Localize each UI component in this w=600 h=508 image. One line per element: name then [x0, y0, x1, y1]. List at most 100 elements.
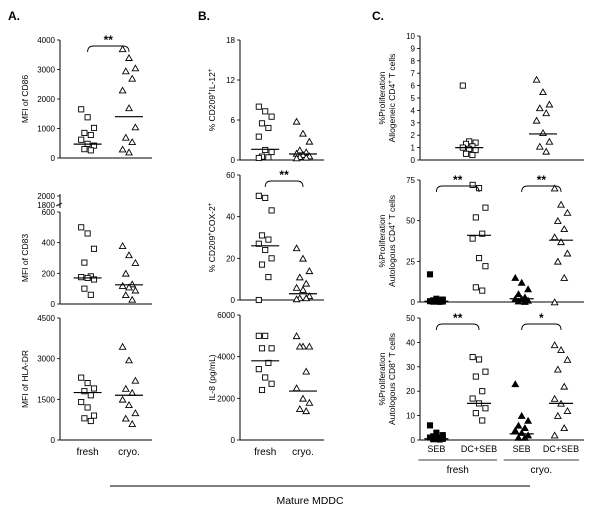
point-6-1-1	[539, 88, 547, 96]
x-cat-label-8-2: SEB	[513, 444, 531, 454]
point-8-3-8	[553, 411, 562, 419]
point-3-0-7	[268, 148, 275, 156]
x-cat-label-8-0: SEB	[427, 444, 445, 454]
y-tick-label-6-7: 7	[411, 69, 416, 78]
x-cat-label-2-1: cryo.	[118, 447, 140, 458]
point-0-1-0	[118, 45, 127, 53]
point-8-2-1	[517, 411, 526, 419]
point-7-3-9	[560, 273, 569, 281]
point-4-1-2	[305, 267, 314, 275]
point-5-1-7	[305, 398, 314, 406]
y-axis-label-3: % CD209+IL-12+	[207, 68, 217, 131]
point-6-0-0	[459, 82, 466, 89]
point-2-1-5	[118, 395, 127, 403]
point-7-2-1	[517, 278, 526, 286]
point-2-0-7	[90, 412, 98, 419]
point-5-0-2	[268, 345, 275, 352]
point-7-1-8	[472, 284, 479, 291]
point-7-3-7	[563, 249, 572, 257]
point-7-3-4	[560, 225, 569, 233]
point-0-0-7	[90, 142, 98, 149]
point-1-1-3	[121, 269, 130, 277]
y-axis-label-2: MFI of HLA-DR	[20, 350, 30, 408]
point-8-2-5	[511, 426, 520, 434]
point-2-0-9	[87, 417, 94, 425]
point-4-0-0	[255, 192, 262, 199]
point-7-1-6	[475, 255, 483, 262]
y-axis-label-6-a: %Proliferation	[377, 71, 387, 124]
point-5-1-0	[292, 332, 301, 340]
point-2-1-1	[125, 356, 133, 364]
point-8-3-5	[550, 394, 559, 402]
point-8-1-4	[479, 388, 486, 395]
point-7-3-2	[563, 208, 572, 216]
point-4-1-3	[295, 273, 304, 281]
point-0-0-8	[81, 146, 88, 153]
y-tick-label-4-3: 60	[226, 171, 235, 180]
y-axis-label-4: % CD209+COX-2+	[207, 202, 217, 272]
point-4-1-6	[299, 285, 307, 293]
point-0-1-6	[125, 104, 133, 112]
y-tick-label-6-8: 8	[411, 57, 416, 66]
point-8-3-4	[560, 382, 569, 390]
point-4-1-9	[302, 294, 311, 302]
point-5-0-1	[262, 332, 269, 339]
point-0-0-4	[87, 131, 94, 139]
point-8-2-7	[524, 431, 533, 439]
point-8-2-9	[520, 433, 529, 441]
point-8-2-8	[514, 433, 523, 441]
point-8-1-9	[479, 417, 486, 424]
y-tick-label-5-2: 4000	[217, 353, 235, 362]
point-6-0-2	[472, 139, 479, 146]
point-5-1-6	[299, 394, 307, 402]
point-6-1-9	[542, 147, 551, 155]
y-tick-label-5-3: 6000	[217, 311, 235, 320]
point-4-1-0	[292, 244, 301, 252]
point-2-0-3	[81, 388, 88, 395]
point-8-2-0	[511, 380, 520, 388]
point-7-2-3	[514, 290, 523, 298]
point-7-2-8	[514, 297, 523, 305]
point-8-1-0	[469, 353, 476, 361]
point-4-0-3	[258, 232, 266, 239]
point-8-3-9	[560, 424, 569, 432]
y-tick-label-6-6: 6	[411, 82, 416, 91]
sig-bracket-7-0	[435, 185, 480, 193]
point-2-0-4	[87, 392, 94, 399]
y-tick-label-7-1: 25	[406, 257, 415, 266]
point-8-2-4	[520, 424, 529, 432]
point-3-1-2	[305, 137, 314, 145]
point-3-0-4	[265, 124, 272, 132]
x-cat-label-8-1: DC+SEB	[461, 444, 497, 454]
panel-b-label: B.	[198, 9, 210, 23]
point-8-1-3	[472, 373, 479, 380]
point-8-1-8	[472, 410, 479, 417]
point-7-3-0	[550, 184, 559, 192]
y-tick-label-2-0: 0	[51, 436, 56, 445]
point-2-0-1	[84, 380, 91, 387]
point-2-0-2	[90, 385, 98, 392]
sig-label-7-1: **	[537, 173, 547, 187]
y-tick-label-6-3: 3	[411, 119, 416, 128]
y-tick-label-6-10: 10	[406, 32, 415, 41]
point-4-0-9	[265, 274, 272, 281]
point-3-0-6	[262, 146, 269, 154]
y-tick-label-8-5: 50	[406, 314, 415, 323]
point-7-0-0	[426, 271, 434, 278]
point-4-1-10	[292, 295, 301, 303]
point-8-1-5	[469, 395, 476, 402]
y-tick-label-6-0: 0	[411, 156, 416, 165]
sig-bracket-4-0	[264, 180, 304, 188]
y-axis-label-8-b: Autologous CD8+ T cells	[387, 333, 397, 425]
group-label-8-1: cryo.	[531, 465, 553, 476]
point-3-0-9	[265, 154, 272, 161]
point-3-0-10	[255, 154, 262, 162]
point-1-0-8	[81, 285, 88, 292]
point-7-1-0	[469, 181, 476, 188]
point-1-0-2	[90, 245, 98, 252]
point-2-1-8	[121, 414, 130, 422]
point-2-1-7	[131, 409, 140, 417]
point-0-0-3	[81, 129, 88, 136]
point-1-0-9	[87, 291, 94, 298]
